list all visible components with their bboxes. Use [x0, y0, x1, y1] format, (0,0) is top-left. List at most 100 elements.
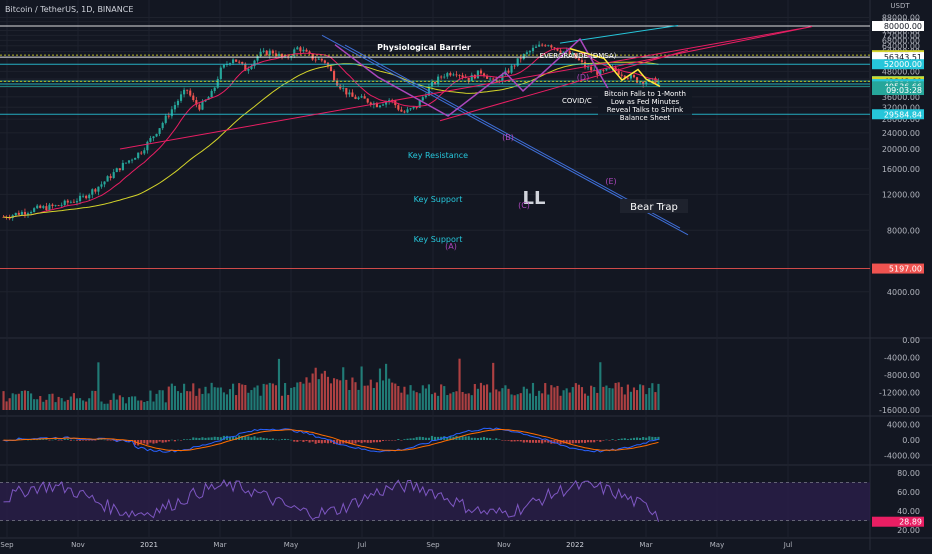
volume-bar: [94, 390, 97, 410]
candle-body: [657, 80, 660, 84]
candle-body: [216, 79, 219, 88]
volume-bar: [118, 395, 121, 410]
macd-histogram-bar: [394, 440, 397, 441]
volume-bar: [534, 395, 538, 410]
macd-histogram-bar: [629, 438, 632, 440]
macd-histogram-bar: [476, 438, 479, 440]
candle-body: [63, 200, 66, 205]
macd-histogram-bar: [654, 437, 657, 440]
candle-body: [617, 70, 620, 75]
candle-body: [130, 159, 134, 161]
annotations: Physiological Barrier EVERGRANDE (DMSA) CO…: [377, 43, 692, 251]
candle-body: [274, 53, 277, 56]
volume-bar: [626, 384, 629, 410]
candle-body: [33, 208, 36, 212]
volume-bar: [293, 387, 296, 410]
macd-histogram-bar: [492, 439, 495, 441]
candle-body: [623, 75, 626, 78]
volume-bar: [121, 397, 124, 410]
volume-bar: [590, 385, 593, 410]
candle-body: [192, 95, 195, 101]
candle-body: [149, 138, 152, 142]
annotation-evergrande: EVERGRANDE (DMSA): [540, 52, 617, 60]
candle-body: [571, 53, 574, 55]
macd-histogram-bar: [244, 436, 247, 440]
chart-title: Bitcoin / TetherUS, 1D, BINANCE: [5, 5, 133, 14]
volume-bar: [103, 403, 106, 410]
candle-body: [97, 186, 100, 192]
volume-bar: [409, 385, 412, 410]
candle-body: [109, 176, 112, 178]
volume-bar: [479, 382, 483, 410]
macd-histogram-bar: [183, 439, 186, 440]
volume-bar: [2, 391, 5, 410]
candle-body: [235, 59, 238, 62]
volume-bar: [66, 399, 69, 410]
volume-bar: [219, 387, 222, 410]
candle-body: [587, 66, 590, 68]
candle-body: [36, 205, 39, 209]
macd-histogram-bar: [559, 440, 562, 445]
volume-bar: [17, 393, 20, 410]
macd-histogram-bar: [415, 437, 418, 440]
candle-body: [30, 211, 33, 214]
volume-bar: [363, 385, 366, 410]
volume-bar: [158, 390, 161, 410]
currency-label: USDT: [890, 2, 910, 10]
volume-bar: [467, 393, 470, 410]
candle-body: [510, 65, 513, 73]
candle-body: [568, 50, 571, 55]
candle-body: [461, 75, 464, 78]
macd-histogram-bar: [583, 440, 587, 443]
annotation-bear-trap: Bear Trap: [630, 202, 678, 213]
macd-histogram-bar: [639, 438, 642, 440]
macd-histogram-bar: [495, 438, 498, 440]
macd-histogram-bar: [544, 440, 547, 443]
volume-bar: [247, 392, 250, 410]
macd-histogram-bar: [143, 440, 146, 444]
candle-body: [645, 81, 648, 85]
macd-histogram-bar: [186, 439, 189, 440]
candle-body: [348, 92, 351, 95]
price-tick-label: 32000.00: [882, 103, 920, 112]
candle-body: [241, 61, 244, 64]
volume-bar: [305, 377, 308, 410]
candle-body: [308, 51, 311, 54]
macd-histogram-bar: [501, 440, 504, 441]
volume-bar: [63, 401, 66, 410]
macd-histogram-bar: [216, 436, 219, 440]
volume-bar: [176, 391, 180, 410]
volume-bar: [415, 392, 418, 410]
volume-bar: [571, 387, 574, 410]
candle-body: [593, 69, 596, 71]
trendline-pink: [439, 49, 689, 122]
time-tick-label: 2021: [140, 541, 158, 549]
candle-body: [88, 194, 91, 199]
macd-histogram-bar: [614, 440, 617, 441]
volume-bar: [91, 390, 94, 410]
candle-body: [424, 95, 427, 98]
macd-histogram-bar: [336, 440, 339, 445]
volume-bar: [654, 392, 657, 410]
price-tick-label: 24000.00: [882, 129, 920, 138]
volume-bar: [522, 386, 525, 410]
candles: [2, 41, 660, 221]
macd-histogram-bar: [210, 437, 213, 440]
volume-bar: [290, 387, 293, 410]
volume-bar: [372, 387, 375, 410]
candle-body: [602, 70, 605, 71]
wave-label-c: (C): [518, 201, 530, 210]
candle-body: [489, 78, 492, 80]
volume-bar: [51, 393, 54, 410]
volume-bar: [482, 385, 486, 410]
candle-body: [531, 47, 535, 52]
price-tick-label: 88000.00: [882, 14, 920, 23]
macd-histogram-bar: [149, 440, 152, 443]
volume-bar: [314, 367, 317, 410]
candle-body: [54, 205, 57, 207]
volume-bar: [587, 395, 590, 410]
candle-body: [525, 52, 528, 55]
annotation-key-support-low: Key Support: [414, 235, 463, 244]
